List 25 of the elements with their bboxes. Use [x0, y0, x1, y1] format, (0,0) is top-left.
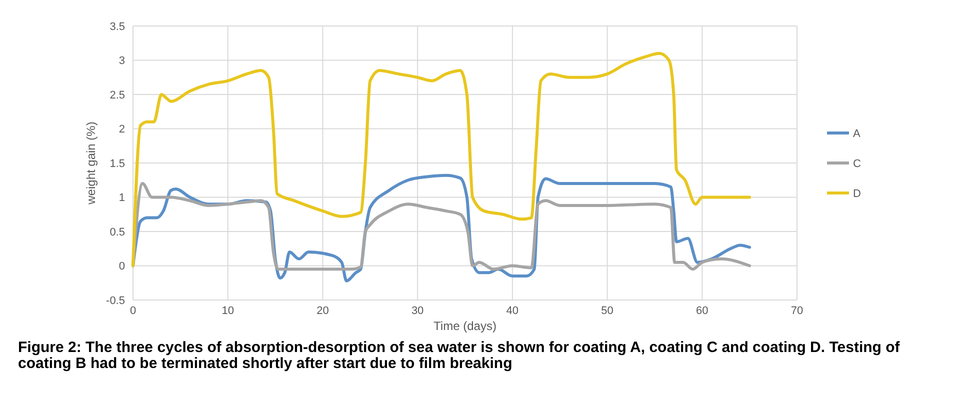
- x-tick-label: 0: [130, 305, 136, 317]
- y-tick-label: 2: [118, 124, 125, 136]
- y-tick-label: 0.5: [110, 226, 125, 238]
- caption: Figure 2: The three cycles of absorption-desorption of sea water is shown for coating A, coating C and coating D. Testing of coating B had to be terminated shortly after start due to film breaking: [18, 339, 901, 372]
- y-tick-label: -0.5: [106, 294, 125, 307]
- x-tick-label: 40: [506, 305, 519, 317]
- x-tick-label: 60: [696, 305, 708, 317]
- x-tick-label: 70: [790, 305, 804, 317]
- legend-label: A: [853, 128, 861, 140]
- legend-label: D: [853, 188, 861, 200]
- y-tick-label: 0: [118, 260, 125, 273]
- x-tick-label: 50: [601, 305, 614, 317]
- line-series: [132, 182, 752, 271]
- y-tick-label: 3.5: [110, 20, 125, 33]
- y-tick-label: 3: [118, 55, 125, 68]
- x-tick-label: 20: [316, 305, 329, 317]
- y-tick-label: 1.5: [110, 158, 125, 170]
- legend-label: C: [853, 158, 861, 170]
- x-tick-label: 10: [222, 305, 234, 317]
- x-tick-label: 30: [411, 305, 424, 317]
- x-axis-title: Time (days): [434, 319, 496, 333]
- line-series: [132, 52, 752, 268]
- y-tick-label: 2.5: [110, 89, 125, 102]
- y-axis-title: weight gain (%): [84, 122, 98, 206]
- y-tick-label: 1: [118, 192, 125, 204]
